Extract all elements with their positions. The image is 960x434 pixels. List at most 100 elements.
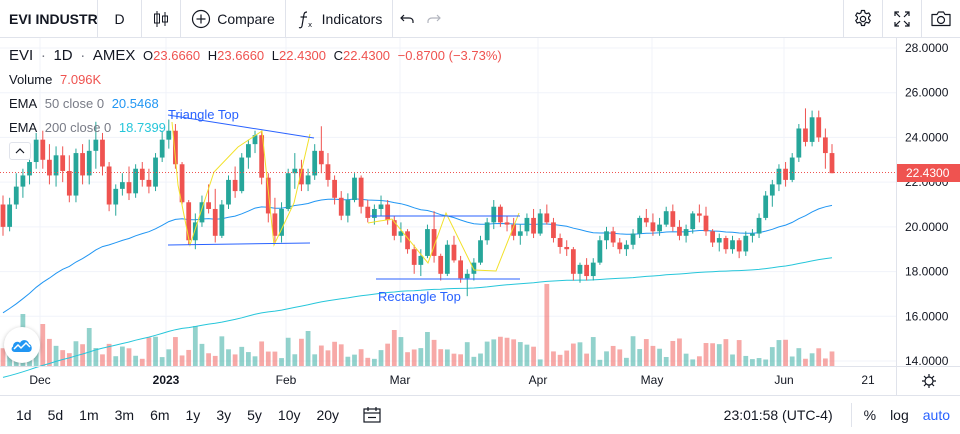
gear-icon (855, 9, 871, 27)
volume-bar (517, 342, 523, 366)
settings-button[interactable] (844, 0, 882, 38)
axis-gear-icon (924, 376, 934, 386)
volume-bar (769, 347, 775, 366)
triangle-top-pattern[interactable]: Triangle Top (167, 107, 315, 247)
legend-ticker: EVI (9, 47, 34, 64)
price-chart[interactable]: Triangle Top Rectangle Top 28.0000 26.000… (0, 38, 960, 395)
log-scale-toggle[interactable]: log (890, 407, 909, 423)
candle-body (47, 159, 52, 176)
volume-bar (829, 351, 835, 366)
volume-legend[interactable]: Volume 7.096K (9, 72, 105, 87)
candle-body (696, 213, 702, 216)
volume-bar (796, 348, 802, 366)
compare-button[interactable]: Compare (181, 0, 285, 38)
range-3m[interactable]: 3m (114, 406, 135, 423)
fullscreen-button[interactable] (883, 0, 921, 38)
volume-bar (259, 341, 265, 366)
volume-bar (803, 358, 808, 366)
volume-bar (139, 358, 145, 366)
candle-body (716, 238, 722, 243)
chart-style-button[interactable] (142, 0, 180, 38)
candle-body (20, 175, 26, 187)
candle-body (637, 217, 643, 234)
candle-body (484, 222, 490, 241)
range-5y[interactable]: 5y (247, 406, 262, 423)
legend-o-label: O (143, 48, 154, 63)
auto-scale-toggle[interactable]: auto (922, 407, 950, 423)
volume-bar (299, 338, 304, 366)
candle-body (119, 182, 125, 189)
candle-body (312, 150, 318, 176)
snapshot-button[interactable] (922, 0, 960, 38)
candle-body (265, 177, 271, 214)
candle-body (822, 137, 828, 154)
percent-scale-toggle[interactable]: % (863, 407, 877, 423)
range-6m[interactable]: 6m (150, 406, 170, 423)
symbol-search[interactable]: EVI INDUSTRIES (9, 10, 97, 27)
clock[interactable]: 23:01:58 (UTC-4) (723, 407, 833, 423)
tradingview-logo[interactable] (4, 327, 40, 363)
candle-body (272, 213, 278, 236)
price-tick-label: 28.0000 (905, 41, 949, 55)
candle-body (803, 128, 808, 142)
volume-bar (677, 338, 682, 366)
candle-body (133, 168, 139, 194)
price-tick-label: 14.0000 (905, 354, 949, 368)
volume-bars (0, 284, 835, 366)
candle-body (537, 213, 543, 234)
volume-bar (0, 348, 6, 366)
volume-bar (153, 336, 158, 366)
range-3y[interactable]: 3y (216, 406, 232, 423)
volume-bar (119, 346, 125, 366)
time-tick-label: Jun (774, 373, 793, 387)
candle-body (730, 240, 735, 250)
candle-body (199, 202, 205, 223)
volume-bar (624, 357, 629, 366)
volume-bar (683, 353, 689, 366)
range-20y[interactable]: 20y (316, 406, 340, 423)
rectangle-top-pattern[interactable]: Rectangle Top (367, 211, 520, 304)
date-range-picker[interactable] (353, 406, 391, 424)
chart-area[interactable]: Triangle Top Rectangle Top 28.0000 26.000… (0, 38, 960, 395)
ema200-legend[interactable]: EMA 200 close 0 18.7399 (9, 120, 170, 135)
volume-bar (789, 356, 795, 366)
collapse-legend-button[interactable] (9, 142, 31, 160)
volume-bar (451, 353, 457, 366)
redo-button[interactable] (420, 0, 447, 38)
candle-body (438, 255, 444, 274)
volume-bar (604, 351, 609, 366)
volume-bar (464, 342, 470, 366)
volume-bar (212, 355, 218, 366)
volume-bar (511, 339, 517, 366)
axis-settings-button[interactable] (922, 374, 936, 388)
legend-close: 22.4300 (343, 48, 391, 63)
price-tick-label: 18.0000 (905, 265, 949, 279)
volume-bar (716, 344, 722, 366)
range-5d[interactable]: 5d (47, 406, 64, 423)
time-tick-label: Apr (529, 373, 548, 387)
candle-body (179, 164, 185, 203)
range-10y[interactable]: 10y (277, 406, 301, 423)
volume-bar (53, 345, 59, 366)
redo-icon (426, 14, 441, 23)
candle-body (471, 262, 477, 274)
range-1d[interactable]: 1d (16, 406, 32, 423)
undo-button[interactable] (393, 0, 420, 38)
range-1y[interactable]: 1y (185, 406, 201, 423)
chevron-up-icon (15, 148, 25, 154)
indicators-button[interactable]: x Indicators (286, 0, 392, 38)
candle-body (531, 217, 536, 234)
candle-body (239, 157, 245, 192)
candle-body (206, 202, 211, 209)
volume-bar (431, 339, 437, 366)
candle-body (411, 249, 417, 265)
interval-button[interactable]: D (114, 10, 125, 27)
candle-body (279, 208, 284, 236)
range-1m[interactable]: 1m (79, 406, 99, 423)
candle-body (710, 231, 716, 243)
ema50-legend[interactable]: EMA 50 close 0 20.5468 (9, 96, 163, 111)
volume-bar (179, 355, 185, 366)
volume-bar (33, 347, 39, 366)
rectangle-top-label: Rectangle Top (378, 289, 461, 304)
time-tick-label: Mar (390, 373, 411, 387)
